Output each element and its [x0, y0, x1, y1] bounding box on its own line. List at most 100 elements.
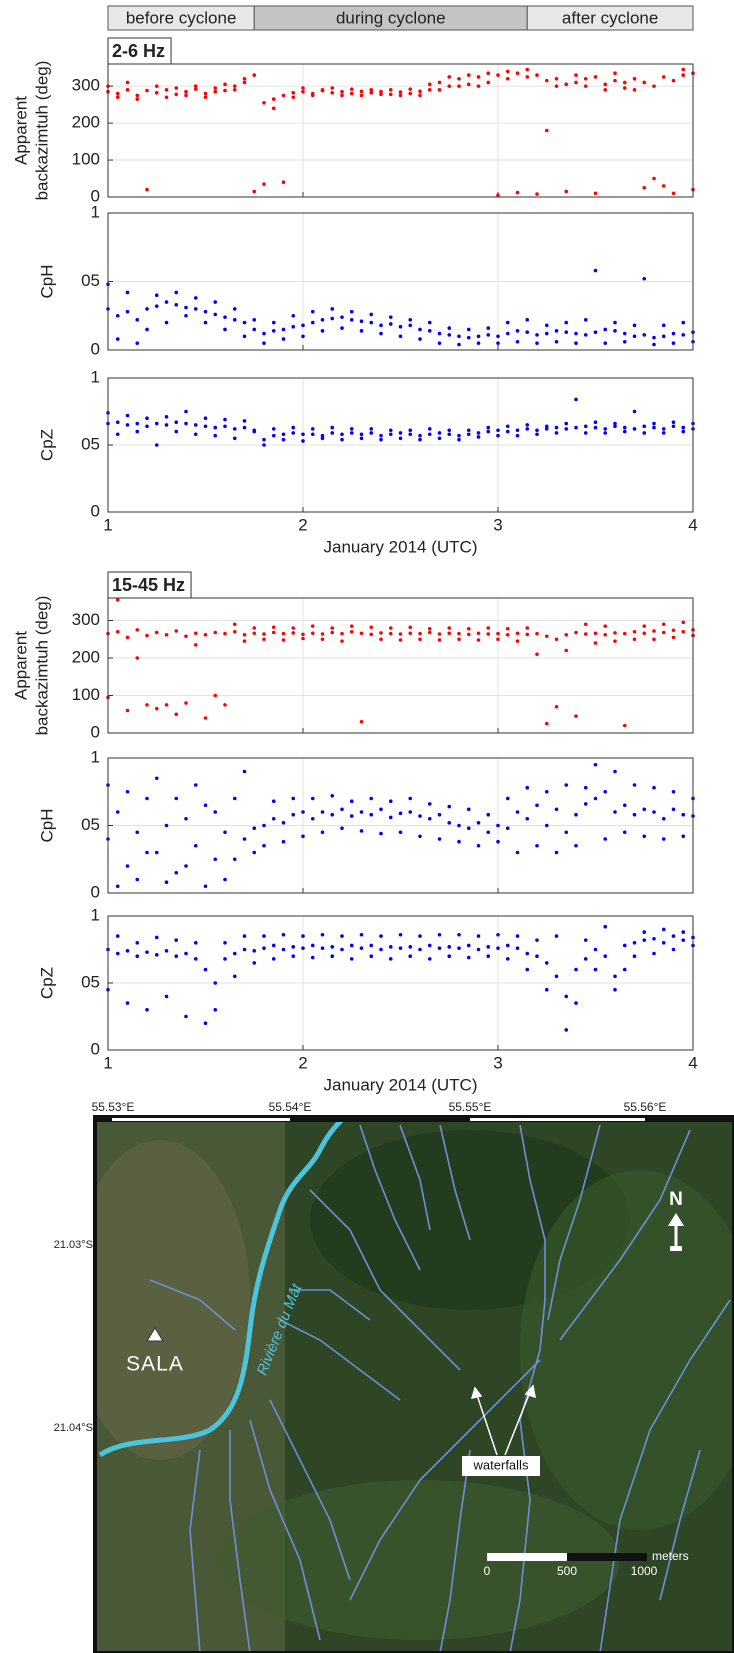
point	[359, 946, 364, 950]
point	[193, 307, 198, 311]
station-marker	[146, 1327, 164, 1342]
point	[496, 193, 500, 197]
point	[671, 628, 676, 633]
point	[642, 276, 647, 281]
point	[369, 943, 374, 948]
point	[564, 427, 569, 431]
point	[223, 417, 227, 422]
point	[379, 331, 383, 336]
point	[613, 320, 617, 325]
y-tick-label: 200	[72, 647, 100, 666]
point	[232, 307, 237, 311]
point	[505, 69, 510, 74]
point	[242, 947, 247, 952]
waterfall-arrows	[470, 1384, 536, 1456]
point	[457, 437, 461, 442]
point	[252, 850, 257, 855]
point	[466, 943, 471, 948]
point	[174, 420, 179, 425]
point	[388, 815, 393, 820]
point	[301, 334, 305, 339]
point	[437, 341, 442, 345]
point	[164, 823, 169, 828]
point	[115, 951, 120, 956]
point	[505, 331, 510, 336]
point	[515, 71, 520, 76]
y-tick-label: 1	[91, 905, 100, 924]
point	[154, 84, 159, 88]
point	[583, 431, 588, 435]
point	[505, 76, 510, 81]
point	[671, 191, 676, 196]
point	[340, 315, 344, 319]
point	[574, 397, 578, 402]
point	[340, 947, 344, 952]
point	[408, 810, 413, 814]
point	[174, 86, 179, 90]
x-tick-label: 3	[493, 1053, 502, 1072]
point	[476, 947, 481, 952]
point	[505, 626, 510, 631]
point	[125, 1001, 130, 1005]
point	[652, 951, 656, 956]
point	[544, 634, 549, 639]
point	[223, 941, 227, 945]
point	[427, 816, 432, 821]
point	[564, 632, 569, 637]
point	[193, 957, 198, 961]
point	[544, 427, 549, 431]
point	[593, 762, 598, 767]
point	[622, 331, 627, 336]
point	[544, 323, 549, 328]
point	[320, 433, 325, 438]
x-tick-label: 4	[688, 515, 697, 534]
point	[125, 80, 130, 85]
point	[193, 423, 198, 427]
y-axis-label: backazimtuh (deg)	[32, 596, 51, 736]
y-tick-label: 200	[72, 113, 100, 132]
point	[613, 987, 617, 992]
series	[106, 924, 695, 1032]
point	[535, 432, 539, 437]
point	[135, 954, 140, 958]
point	[242, 334, 247, 339]
point	[418, 89, 422, 94]
point	[671, 947, 676, 952]
point	[320, 318, 325, 322]
point	[447, 821, 452, 825]
x-axis-label: January 2014 (UTC)	[323, 1075, 477, 1094]
point	[145, 1008, 149, 1012]
point	[525, 67, 530, 72]
point	[427, 626, 432, 631]
annotation: waterfalls	[473, 1457, 529, 1472]
point	[359, 329, 364, 333]
point	[583, 318, 588, 322]
point	[271, 106, 276, 111]
point	[271, 329, 276, 333]
series	[106, 268, 695, 347]
point	[544, 987, 549, 992]
point	[164, 88, 169, 92]
point	[554, 807, 559, 812]
x-tick-label: 1	[103, 1053, 112, 1072]
point	[632, 812, 637, 817]
point	[466, 327, 471, 332]
point	[135, 93, 140, 98]
point	[486, 830, 491, 835]
point	[447, 626, 452, 630]
point	[232, 857, 237, 862]
point	[213, 433, 218, 438]
point	[554, 431, 559, 435]
point	[564, 1028, 569, 1032]
point	[340, 826, 344, 830]
point	[301, 934, 305, 938]
point	[476, 431, 481, 435]
point	[496, 73, 500, 77]
point	[535, 428, 539, 433]
point	[652, 425, 656, 430]
point	[603, 624, 608, 628]
point	[632, 954, 637, 958]
station-label: SALA	[126, 1353, 184, 1376]
point	[262, 100, 266, 105]
point	[457, 839, 461, 844]
